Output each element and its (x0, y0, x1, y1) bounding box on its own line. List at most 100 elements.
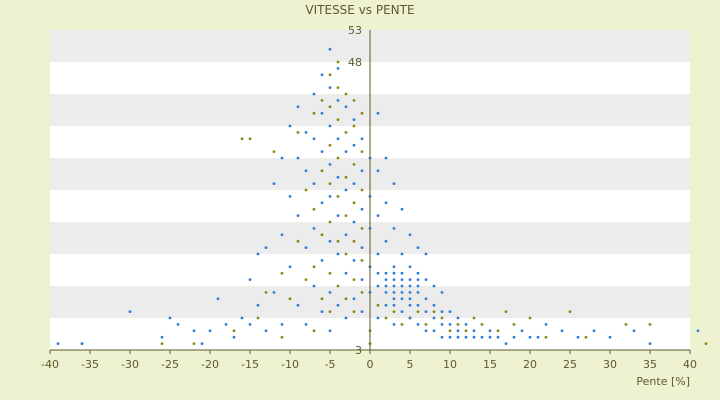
data-point (576, 335, 580, 339)
y-tick-label: 53 (348, 24, 362, 37)
data-point (264, 246, 268, 250)
data-point (392, 297, 396, 301)
data-point (392, 284, 396, 288)
data-point (384, 303, 388, 307)
data-point (288, 265, 292, 269)
data-point (296, 303, 300, 307)
x-axis-label: Pente [%] (636, 375, 690, 388)
data-point (416, 310, 420, 313)
data-point (400, 297, 404, 301)
data-point (424, 310, 428, 313)
data-point (304, 188, 308, 192)
data-point (456, 323, 460, 326)
data-point (400, 207, 404, 211)
data-point (344, 271, 348, 275)
axes (49, 30, 691, 354)
data-point (224, 323, 228, 326)
data-point (648, 323, 652, 326)
data-point (312, 92, 316, 96)
data-point (544, 323, 548, 326)
x-tick-label: 5 (407, 358, 414, 371)
data-point (384, 271, 388, 275)
data-point (328, 73, 332, 77)
data-point (328, 163, 332, 166)
data-point (496, 329, 500, 333)
data-point (352, 220, 356, 224)
data-point (336, 99, 340, 102)
x-tick-labels: -40 -35 -30 -25 -20 -15 -10 -5 0 5 10 15 20 25 30 35 40 (41, 358, 697, 371)
data-point (344, 316, 348, 320)
data-point (272, 291, 276, 294)
data-point (328, 86, 332, 89)
data-point (336, 239, 340, 243)
data-point (192, 342, 196, 345)
data-point (408, 303, 412, 307)
data-point (352, 143, 356, 147)
data-point (280, 335, 284, 339)
data-point (400, 310, 404, 313)
data-point (320, 233, 324, 237)
data-point (384, 284, 388, 288)
data-point (424, 252, 428, 256)
data-point (160, 335, 164, 339)
x-tick-label: 35 (643, 358, 657, 371)
data-point (352, 182, 356, 186)
data-point (336, 175, 340, 179)
data-point (304, 131, 308, 134)
x-tick-label: 15 (483, 358, 497, 371)
data-point (216, 297, 220, 301)
data-point (232, 329, 236, 333)
data-point (336, 86, 340, 89)
x-tick-label: -5 (325, 358, 336, 371)
data-point (400, 291, 404, 294)
data-point (344, 214, 348, 218)
data-point (328, 220, 332, 224)
data-point (320, 297, 324, 301)
data-point (336, 67, 340, 70)
data-point (328, 143, 332, 147)
data-point (696, 329, 700, 333)
data-point (464, 323, 468, 326)
data-point (360, 137, 364, 141)
data-point (504, 310, 508, 313)
data-point (328, 310, 332, 313)
data-point (128, 310, 132, 313)
data-point (384, 156, 388, 160)
data-point (416, 278, 420, 281)
data-point (248, 137, 252, 141)
data-point (360, 169, 364, 173)
data-point (528, 316, 532, 320)
data-point (352, 118, 356, 121)
data-point (320, 73, 324, 77)
data-point (440, 323, 444, 326)
data-point (296, 239, 300, 243)
data-point (232, 335, 236, 339)
y-tick-label: 48 (348, 56, 362, 69)
data-point (376, 252, 380, 256)
data-point (312, 207, 316, 211)
data-point (488, 335, 492, 339)
data-point (432, 310, 436, 313)
data-point (360, 259, 364, 262)
data-point (272, 150, 276, 154)
data-point (456, 335, 460, 339)
data-point (352, 239, 356, 243)
data-point (352, 259, 356, 262)
data-point (440, 291, 444, 294)
data-point (416, 291, 420, 294)
data-point (280, 271, 284, 275)
data-point (520, 329, 524, 333)
data-point (408, 297, 412, 301)
data-point (392, 323, 396, 326)
data-point (360, 246, 364, 250)
data-point (336, 214, 340, 218)
data-point (208, 329, 212, 333)
data-point (296, 131, 300, 134)
data-point (392, 291, 396, 294)
data-point (304, 278, 308, 281)
data-point (376, 316, 380, 320)
data-point (304, 169, 308, 173)
data-point (240, 316, 244, 320)
data-point (456, 316, 460, 320)
